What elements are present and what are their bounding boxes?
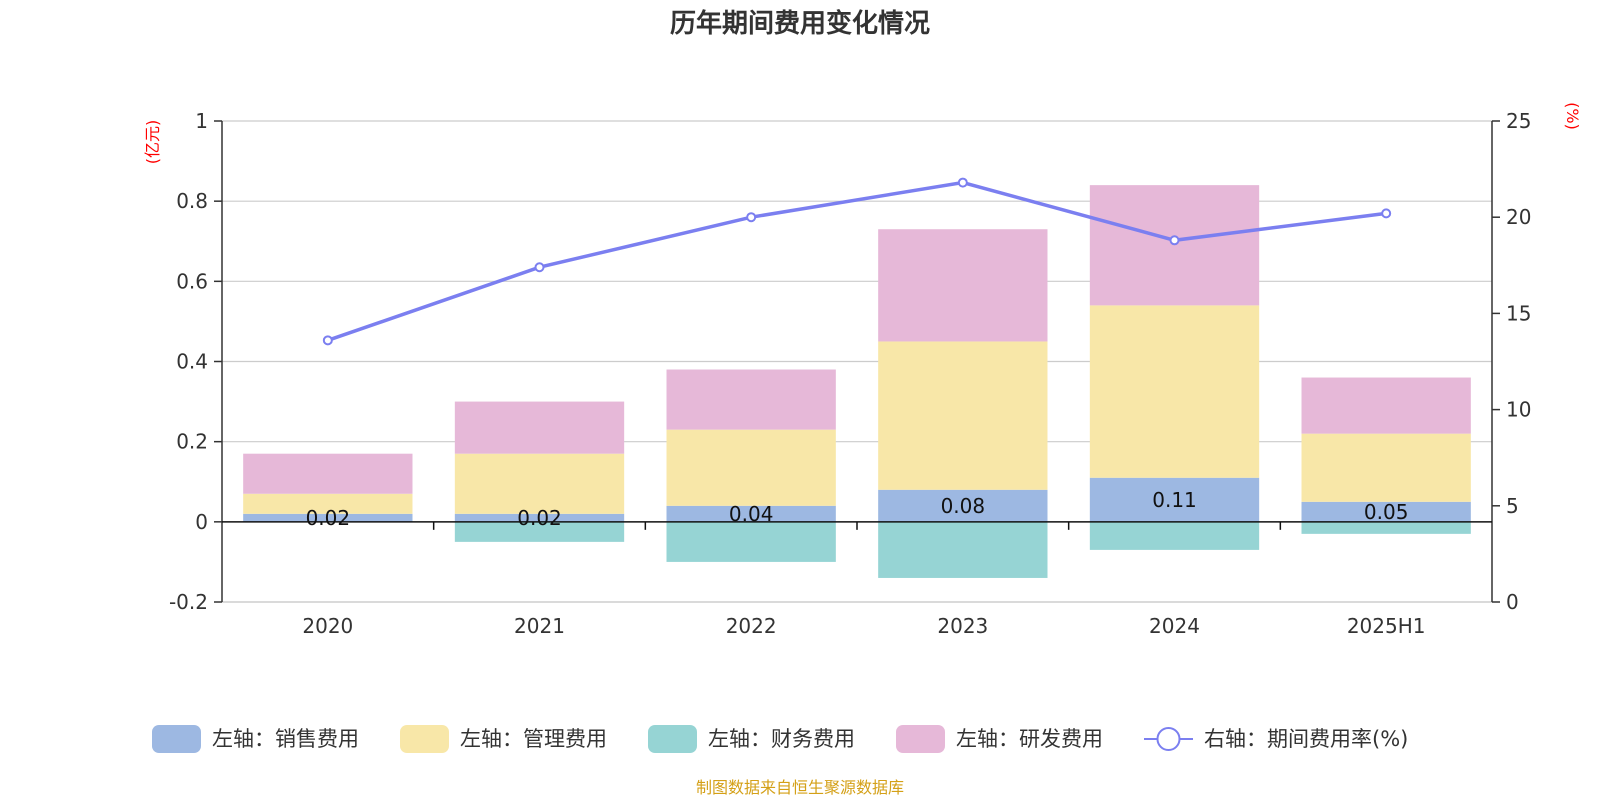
rate-point	[534, 262, 545, 273]
bars	[243, 185, 1471, 578]
bar-segment	[454, 513, 625, 522]
rate-point	[1381, 208, 1392, 219]
bar-segment	[1089, 477, 1260, 522]
axes: 1 0.8 0.6 0.4 0.2 0 -0.2 25 20 15 10 5 0 2020 2021 2022…	[169, 109, 1531, 638]
legend-swatch	[896, 725, 945, 753]
left-tick-label: -0.2	[169, 590, 208, 614]
rate-point	[322, 335, 333, 346]
left-tick-label: 0.6	[176, 269, 208, 293]
rate-line	[327, 180, 1387, 342]
legend-marker	[1156, 727, 1181, 751]
bar-value-label: 0.08	[941, 494, 986, 518]
bar-segment	[878, 489, 1048, 522]
right-tick-label: 0	[1506, 590, 1519, 614]
bar-segment	[1089, 521, 1260, 550]
bar-segment	[878, 521, 1048, 578]
bar-value-label: 0.11	[1152, 488, 1197, 512]
chart-title: 历年期间费用变化情况	[670, 8, 930, 39]
bar-segment	[454, 401, 625, 454]
legend-label: 左轴：财务费用	[708, 727, 855, 751]
legend-label: 右轴：期间费用率(%)	[1204, 727, 1408, 751]
left-tick-label: 0.8	[176, 189, 208, 213]
legend-label: 左轴：销售费用	[212, 727, 359, 751]
rate-point	[746, 212, 757, 223]
right-tick-label: 10	[1506, 398, 1531, 422]
category-label: 2025H1	[1347, 614, 1426, 638]
bar-segment	[666, 369, 836, 430]
category-label: 2022	[726, 614, 777, 638]
category-label: 2023	[937, 614, 988, 638]
left-tick-label: 0.2	[176, 430, 208, 454]
bar-segment	[1089, 305, 1260, 478]
bar-segment	[454, 453, 625, 514]
bar-segment	[243, 493, 413, 514]
right-tick-label: 20	[1506, 205, 1531, 229]
bar-segment	[243, 453, 413, 494]
legend-label: 左轴：研发费用	[956, 727, 1103, 751]
legend-label: 左轴：管理费用	[460, 727, 607, 751]
legend-swatch	[400, 725, 449, 753]
line-series	[322, 177, 1392, 346]
left-tick-label: 0.4	[176, 350, 208, 374]
bar-segment	[666, 429, 836, 506]
rate-point	[1169, 235, 1180, 246]
category-label: 2024	[1149, 614, 1200, 638]
bar-labels: 0.02 0.02 0.04 0.08 0.110.05	[306, 488, 1409, 530]
bar-segment	[666, 505, 836, 522]
right-axis-unit: (%)	[1563, 102, 1582, 130]
bar-segment	[243, 513, 413, 522]
bar-value-label: 0.02	[306, 506, 351, 530]
legend-swatch	[648, 725, 697, 753]
bar-segment	[1301, 521, 1471, 534]
bar-segment	[1301, 501, 1471, 522]
bar-segment	[666, 521, 836, 562]
legend-swatch	[152, 725, 201, 753]
category-label: 2020	[302, 614, 353, 638]
gridlines	[222, 120, 1492, 603]
source-note: 制图数据来自恒生聚源数据库	[696, 778, 904, 797]
legend: 左轴：销售费用 左轴：管理费用 左轴：财务费用 左轴：研发费用 右轴：期间费用率(%)	[152, 725, 1408, 753]
right-tick-label: 15	[1506, 301, 1531, 325]
bar-segment	[878, 341, 1048, 490]
category-label: 2021	[514, 614, 565, 638]
bar-segment	[1301, 433, 1471, 502]
bar-segment	[1301, 377, 1471, 434]
bar-value-label: 0.05	[1364, 500, 1409, 524]
bar-segment	[878, 229, 1048, 342]
right-tick-label: 25	[1506, 109, 1531, 133]
left-axis-unit: (亿元)	[143, 120, 162, 165]
rate-point	[957, 177, 968, 188]
bar-segment	[454, 521, 625, 542]
bar-value-label: 0.02	[517, 506, 562, 530]
left-tick-label: 1	[195, 109, 208, 133]
left-tick-label: 0	[195, 510, 208, 534]
right-tick-label: 5	[1506, 494, 1519, 518]
